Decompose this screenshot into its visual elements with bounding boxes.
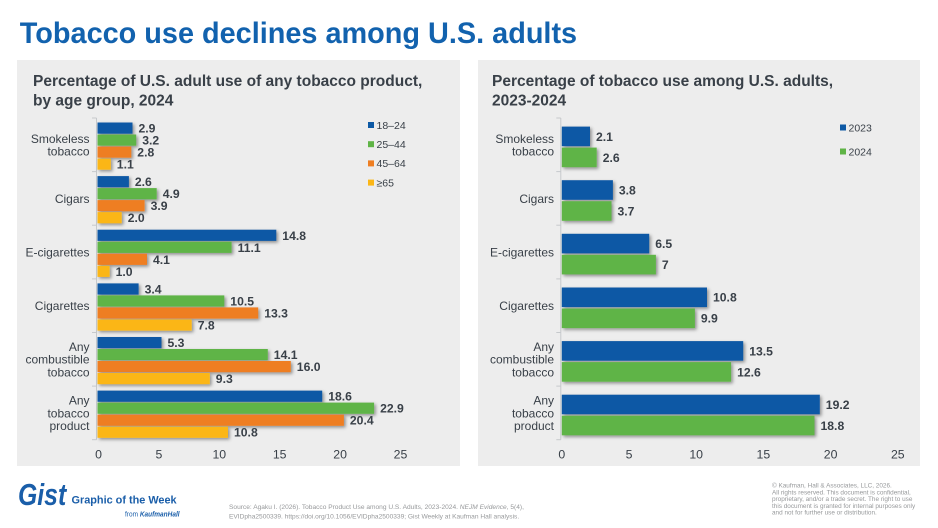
svg-text:3.4: 3.4 [145,282,162,296]
svg-text:2.6: 2.6 [135,175,152,189]
svg-text:20: 20 [824,448,838,462]
svg-text:product: product [49,419,90,433]
svg-text:combustible: combustible [490,353,554,367]
svg-text:≥65: ≥65 [377,177,395,189]
svg-text:2.8: 2.8 [137,146,154,160]
svg-text:19.2: 19.2 [826,398,850,412]
svg-text:7: 7 [662,258,669,272]
svg-text:Cigarettes: Cigarettes [499,299,554,313]
svg-text:Smokeless: Smokeless [495,132,554,146]
svg-text:25–44: 25–44 [377,139,406,151]
svg-text:© Kaufman, Hall & Associates,: © Kaufman, Hall & Associates, LLC, 2026. [772,482,892,490]
svg-text:Graphic of the Week: Graphic of the Week [72,495,178,507]
svg-text:Cigarettes: Cigarettes [35,299,90,313]
svg-text:EVIDpha2500339. https://doi.or: EVIDpha2500339. https://doi.org/10.1056/… [229,513,519,520]
svg-text:1.0: 1.0 [116,265,133,279]
svg-text:tobacco: tobacco [512,365,554,379]
svg-text:9.9: 9.9 [701,312,718,326]
svg-text:20.4: 20.4 [350,414,374,428]
svg-text:45–64: 45–64 [377,158,406,170]
svg-text:Percentage of tobacco use amon: Percentage of tobacco use among U.S. adu… [492,73,833,90]
svg-text:11.1: 11.1 [238,241,261,255]
svg-text:2.9: 2.9 [139,122,156,136]
svg-text:Tobacco use declines among U.S: Tobacco use declines among U.S. adults [20,17,577,51]
svg-text:by age group, 2024: by age group, 2024 [33,92,174,109]
svg-text:3.2: 3.2 [142,134,159,148]
svg-text:tobacco: tobacco [47,406,89,420]
svg-text:9.3: 9.3 [216,372,233,386]
svg-text:combustible: combustible [25,353,89,367]
svg-text:Any: Any [533,340,554,354]
svg-text:10.8: 10.8 [713,291,737,305]
svg-text:proprietary, and/or a trade se: proprietary, and/or a trade secret. The … [772,496,913,503]
svg-text:1.1: 1.1 [117,158,134,172]
svg-text:3.9: 3.9 [151,199,168,213]
svg-text:tobacco: tobacco [512,406,554,420]
svg-text:13.5: 13.5 [749,344,773,358]
svg-text:and not for further use or dis: and not for further use or distribution. [772,510,877,517]
svg-text:Cigars: Cigars [55,192,90,206]
svg-text:Percentage of U.S. adult use o: Percentage of U.S. adult use of any toba… [33,73,422,90]
svg-text:0: 0 [558,448,565,462]
svg-text:Source: Agaku I. (2026). Tobac: Source: Agaku I. (2026). Tobacco Product… [229,504,524,511]
svg-text:All rights reserved. This docu: All rights reserved. This document is co… [772,489,911,496]
svg-text:Gist: Gist [18,477,68,511]
svg-text:0: 0 [95,448,102,462]
svg-text:E-cigarettes: E-cigarettes [25,245,89,259]
svg-text:tobacco: tobacco [47,145,89,159]
svg-text:product: product [514,419,555,433]
svg-text:Any: Any [69,340,90,354]
svg-text:from KaufmanHall: from KaufmanHall [125,511,180,518]
svg-text:5: 5 [626,448,633,462]
svg-text:18–24: 18–24 [377,120,406,132]
svg-text:10.5: 10.5 [230,294,254,308]
svg-text:tobacco: tobacco [47,365,89,379]
svg-text:Any: Any [69,394,90,408]
svg-text:13.3: 13.3 [264,306,288,320]
svg-text:15: 15 [273,448,287,462]
svg-text:Smokeless: Smokeless [31,132,90,146]
svg-text:2.0: 2.0 [128,211,145,225]
svg-text:22.9: 22.9 [380,402,404,416]
svg-text:5.3: 5.3 [168,336,185,350]
svg-text:2023: 2023 [849,122,873,134]
svg-text:tobacco: tobacco [512,145,554,159]
svg-text:20: 20 [333,448,347,462]
svg-text:5: 5 [155,448,162,462]
svg-text:Cigars: Cigars [519,192,554,206]
svg-text:3.8: 3.8 [619,184,636,198]
svg-text:18.8: 18.8 [821,419,845,433]
svg-text:Any: Any [533,394,554,408]
svg-text:2024: 2024 [849,146,873,158]
svg-text:10: 10 [212,448,226,462]
svg-text:4.9: 4.9 [163,187,180,201]
svg-text:7.8: 7.8 [198,318,215,332]
svg-text:25: 25 [394,448,408,462]
svg-text:this document is granted for i: this document is granted for internal pu… [772,503,916,510]
svg-text:10.8: 10.8 [234,426,258,440]
svg-text:E-cigarettes: E-cigarettes [490,245,554,259]
svg-text:14.8: 14.8 [282,229,306,243]
svg-text:3.7: 3.7 [618,205,635,219]
svg-text:10: 10 [689,448,703,462]
svg-text:4.1: 4.1 [153,253,170,267]
svg-text:25: 25 [891,448,905,462]
svg-text:2023-2024: 2023-2024 [492,92,567,109]
svg-text:15: 15 [757,448,771,462]
svg-text:14.1: 14.1 [274,348,298,362]
svg-text:18.6: 18.6 [328,390,352,404]
svg-text:16.0: 16.0 [297,360,321,374]
svg-text:2.6: 2.6 [603,151,620,165]
svg-text:12.6: 12.6 [737,365,761,379]
svg-text:2.1: 2.1 [596,130,613,144]
svg-text:6.5: 6.5 [655,237,672,251]
